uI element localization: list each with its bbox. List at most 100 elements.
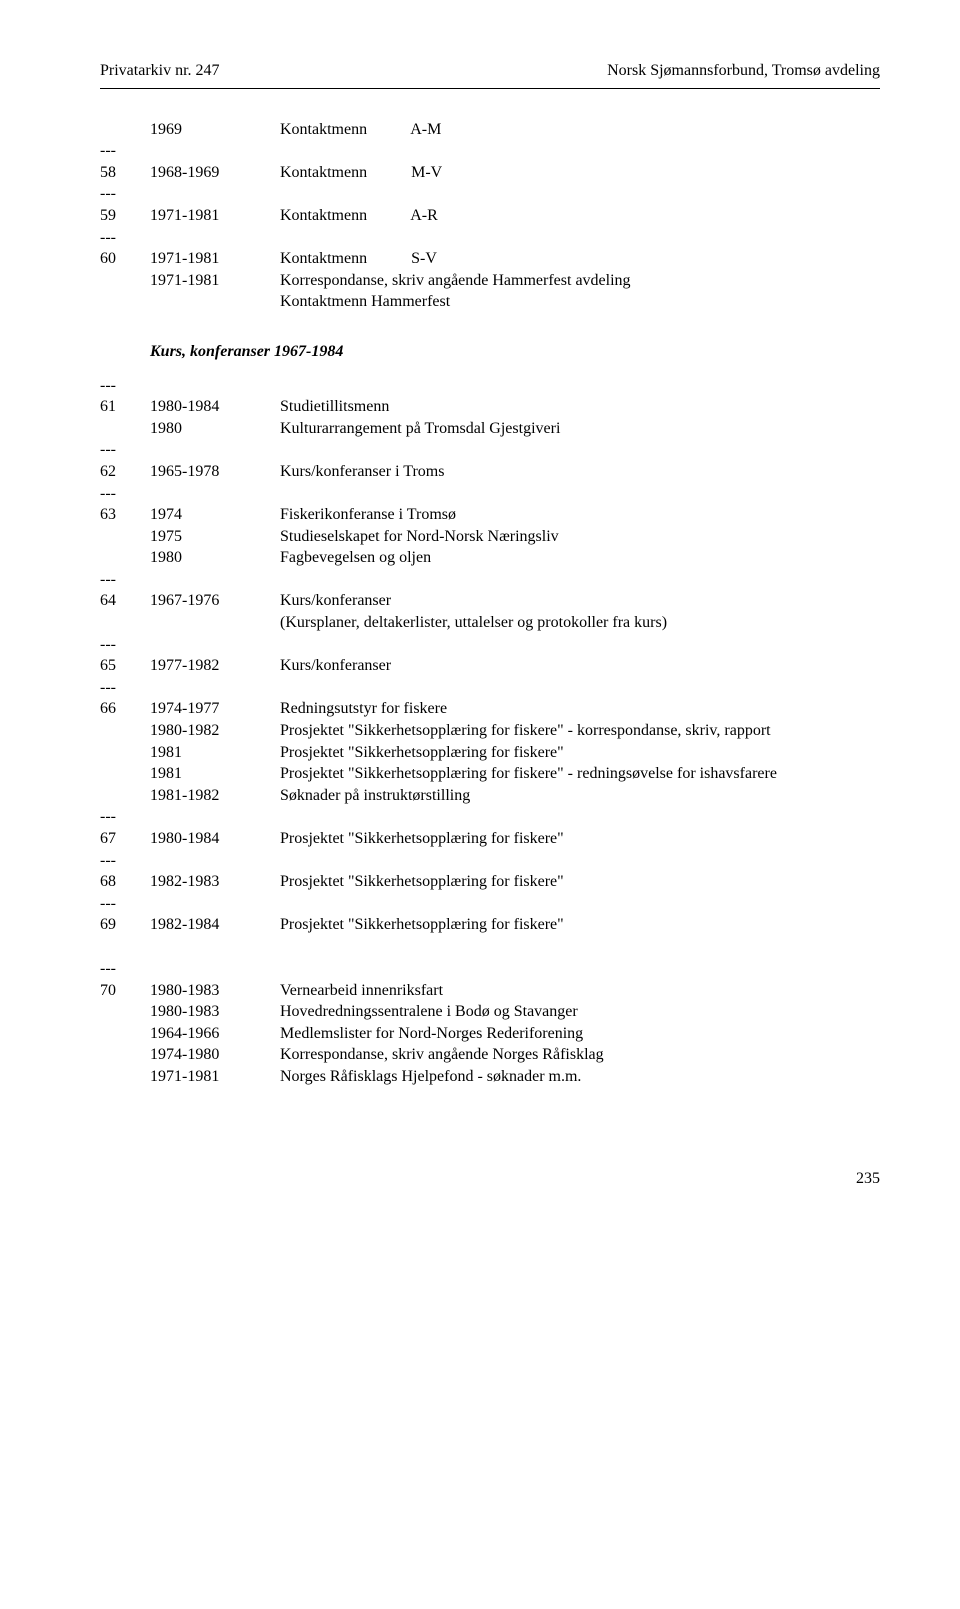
entry-id [100,612,150,634]
separator: --- [100,227,880,249]
entry-year: 1982-1983 [150,871,280,893]
entry-year: 1981-1982 [150,785,280,807]
entry-year: 1971-1981 [150,270,280,292]
page-number: 235 [100,1168,880,1190]
entry-id [100,270,150,292]
entry-row: 691982-1984Prosjektet "Sikkerhetsopplæri… [100,914,880,936]
entry-description: Kontaktmenn A-R [280,205,880,227]
entry-row: 1974-1980Korrespondanse, skriv angående … [100,1044,880,1066]
entry-row: 621965-1978Kurs/konferanser i Troms [100,461,880,483]
entry-description: Medlemslister for Nord-Norges Rederifore… [280,1023,880,1045]
entry-row: 1980-1982Prosjektet "Sikkerhetsopplæring… [100,720,880,742]
entry-row: 1964-1966Medlemslister for Nord-Norges R… [100,1023,880,1045]
entry-year: 1980 [150,547,280,569]
entry-row: 641967-1976Kurs/konferanser [100,590,880,612]
entry-id: 59 [100,205,150,227]
entry-year: 1980-1983 [150,1001,280,1023]
entry-row: 681982-1983Prosjektet "Sikkerhetsopplæri… [100,871,880,893]
entry-row: 581968-1969Kontaktmenn M-V [100,162,880,184]
separator: --- [100,958,880,980]
entry-id [100,742,150,764]
entry-description: Studieselskapet for Nord-Norsk Næringsli… [280,526,880,548]
entry-year: 1980-1984 [150,396,280,418]
entry-description: Korrespondanse, skriv angående Hammerfes… [280,270,880,292]
entries-block-2: ---611980-1984Studietillitsmenn1980Kultu… [100,375,880,936]
entry-description: Kurs/konferanser i Troms [280,461,880,483]
entry-year: 1974-1977 [150,698,280,720]
entry-description: Kulturarrangement på Tromsdal Gjestgiver… [280,418,880,440]
entry-description: Kontaktmenn A-M [280,119,880,141]
entry-id: 66 [100,698,150,720]
entry-description: Norges Råfisklags Hjelpefond - søknader … [280,1066,880,1088]
entry-id [100,291,150,313]
entry-description: (Kursplaner, deltakerlister, uttalelser … [280,612,880,634]
entry-row: 1980Fagbevegelsen og oljen [100,547,880,569]
entry-description: Søknader på instruktørstilling [280,785,880,807]
entry-year: 1974 [150,504,280,526]
separator: --- [100,850,880,872]
entry-row: (Kursplaner, deltakerlister, uttalelser … [100,612,880,634]
entry-description: Kontaktmenn Hammerfest [280,291,880,313]
header-rule [100,88,880,89]
entry-id: 60 [100,248,150,270]
entry-description: Kurs/konferanser [280,590,880,612]
entry-description: Prosjektet "Sikkerhetsopplæring for fisk… [280,828,880,850]
entry-description: Prosjektet "Sikkerhetsopplæring for fisk… [280,914,880,936]
entry-id: 69 [100,914,150,936]
page-header: Privatarkiv nr. 247 Norsk Sjømannsforbun… [100,60,880,82]
entry-id [100,785,150,807]
entry-id: 67 [100,828,150,850]
header-right: Norsk Sjømannsforbund, Tromsø avdeling [607,60,880,82]
entries-block-3: ---701980-1983Vernearbeid innenriksfart1… [100,958,880,1088]
entry-id [100,418,150,440]
entry-row: 1971-1981Norges Råfisklags Hjelpefond - … [100,1066,880,1088]
entry-id [100,1023,150,1045]
entry-id [100,763,150,785]
entry-year: 1971-1981 [150,205,280,227]
entry-id [100,1066,150,1088]
separator: --- [100,634,880,656]
separator: --- [100,893,880,915]
entry-id: 61 [100,396,150,418]
separator: --- [100,677,880,699]
entry-year [150,612,280,634]
entry-id: 64 [100,590,150,612]
entry-row: 631974Fiskerikonferanse i Tromsø [100,504,880,526]
entry-id [100,526,150,548]
entry-year: 1971-1981 [150,1066,280,1088]
entry-row: 591971-1981Kontaktmenn A-R [100,205,880,227]
entry-year: 1968-1969 [150,162,280,184]
entries-block-1: 1969Kontaktmenn A-M [150,119,880,141]
separator: --- [100,140,880,162]
entry-year: 1975 [150,526,280,548]
entry-year: 1982-1984 [150,914,280,936]
entry-description: Redningsutstyr for fiskere [280,698,880,720]
entry-id: 62 [100,461,150,483]
entry-year: 1980-1982 [150,720,280,742]
entry-year: 1980-1983 [150,980,280,1002]
entry-id: 63 [100,504,150,526]
entry-year: 1969 [150,119,280,141]
separator: --- [100,806,880,828]
entry-description: Studietillitsmenn [280,396,880,418]
entry-description: Vernearbeid innenriksfart [280,980,880,1002]
entry-year: 1980 [150,418,280,440]
entry-year: 1981 [150,763,280,785]
header-left: Privatarkiv nr. 247 [100,60,220,82]
entry-year: 1967-1976 [150,590,280,612]
entry-id [100,1044,150,1066]
entry-id [100,1001,150,1023]
entry-year: 1980-1984 [150,828,280,850]
entry-description: Fagbevegelsen og oljen [280,547,880,569]
spacer [100,936,880,958]
entry-description: Prosjektet "Sikkerhetsopplæring for fisk… [280,763,880,785]
entry-year: 1974-1980 [150,1044,280,1066]
entry-row: Kontaktmenn Hammerfest [100,291,880,313]
entry-row: 1981-1982Søknader på instruktørstilling [100,785,880,807]
entry-id: 58 [100,162,150,184]
entry-id: 70 [100,980,150,1002]
entry-description: Kontaktmenn S-V [280,248,880,270]
entry-row: 601971-1981Kontaktmenn S-V [100,248,880,270]
entry-year [150,291,280,313]
separator: --- [100,183,880,205]
